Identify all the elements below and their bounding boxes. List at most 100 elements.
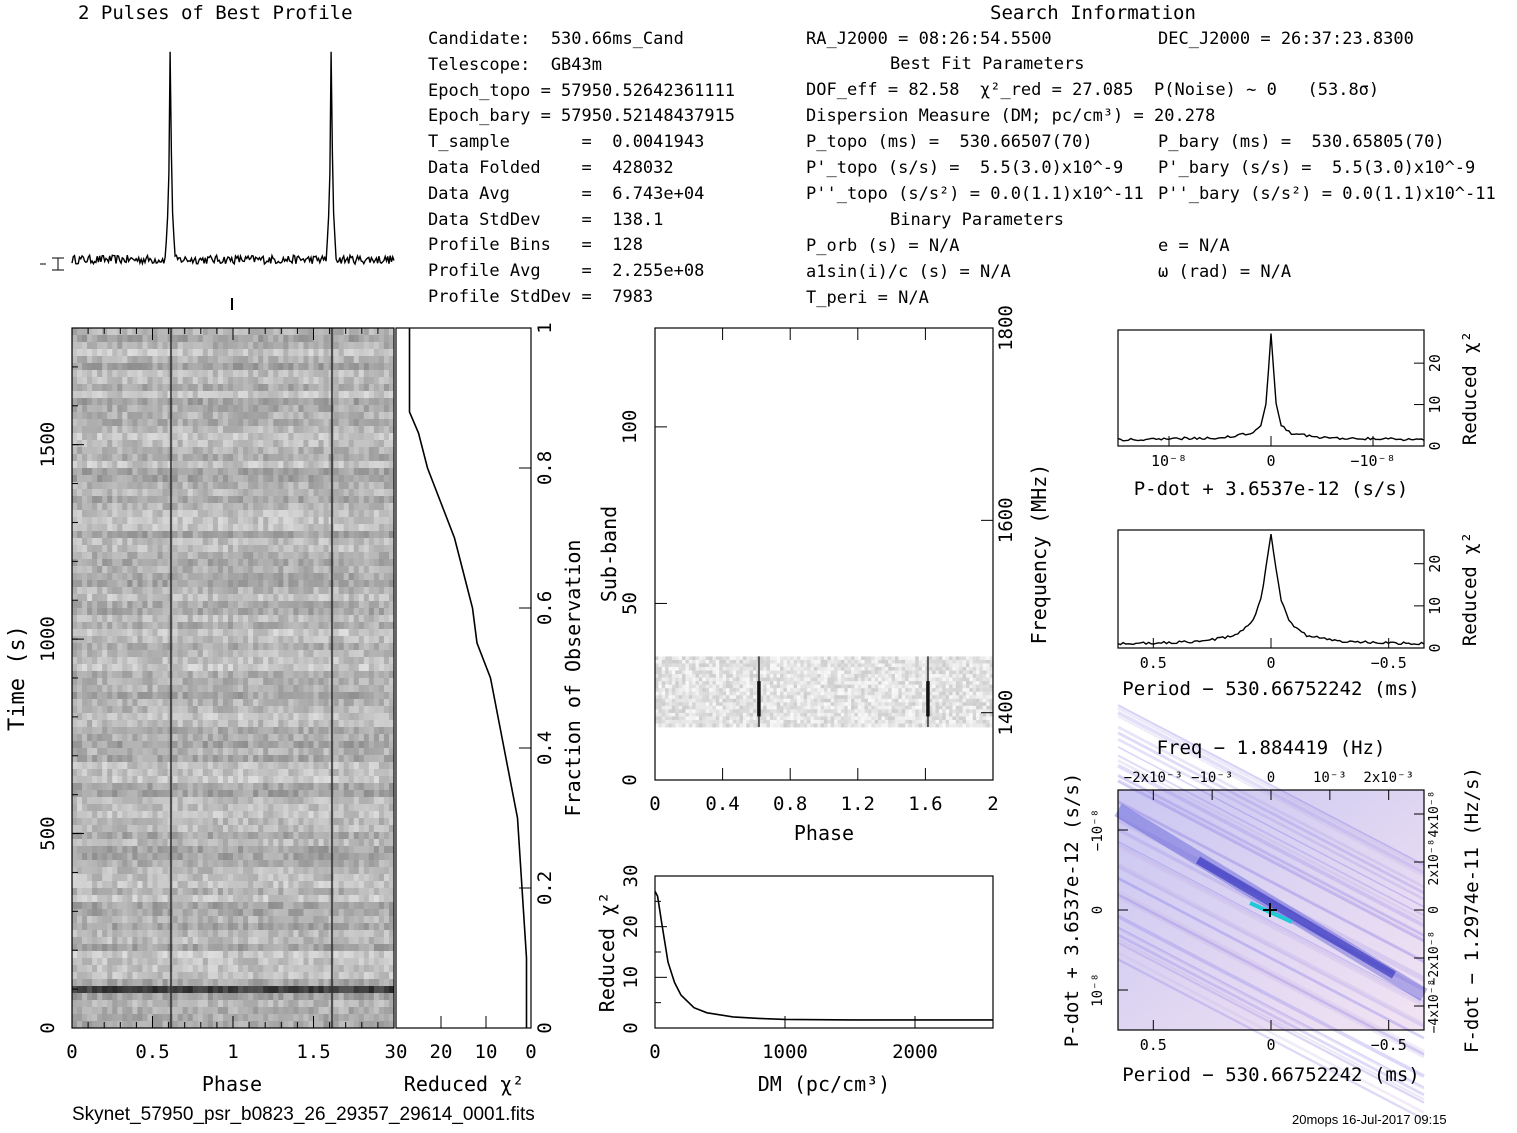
heat-cell: [217, 608, 224, 616]
heat-cell: [102, 335, 108, 343]
heat-cell: [278, 531, 284, 539]
heat-cell: [273, 426, 279, 434]
heat-cell: [112, 692, 118, 700]
heat-cell: [268, 839, 274, 847]
heat-cell: [77, 384, 83, 392]
heat-cell: [288, 482, 294, 490]
heat-cell: [127, 804, 133, 812]
heat-cell: [107, 608, 113, 616]
heat-cell: [273, 419, 279, 427]
heat-cell: [313, 846, 319, 854]
heat-cell: [363, 853, 370, 861]
heat-cell: [162, 489, 168, 497]
heat-cell: [323, 496, 329, 504]
heat-cell: [233, 755, 239, 763]
heat-cell: [388, 475, 395, 483]
heat-cell: [192, 328, 199, 336]
heat-cell: [363, 636, 370, 644]
heat-cell: [343, 356, 350, 364]
heat-cell: [77, 559, 83, 567]
heat-cell: [233, 510, 239, 518]
heat-cell: [177, 790, 184, 798]
heat-cell: [388, 517, 395, 525]
heat-cell: [207, 860, 214, 868]
heat-cell: [258, 664, 264, 672]
heat-cell: [107, 601, 113, 609]
heat-cell: [147, 783, 153, 791]
heat-cell: [132, 706, 138, 714]
heat-cell: [313, 713, 319, 721]
heat-cell: [72, 377, 78, 385]
heat-cell: [253, 860, 259, 868]
heat-cell: [197, 580, 204, 588]
heat-cell: [147, 489, 153, 497]
heat-cell: [112, 720, 118, 728]
heat-cell: [368, 853, 375, 861]
heat-cell: [212, 713, 219, 721]
heat-cell: [358, 825, 365, 833]
heat-cell: [92, 594, 98, 602]
heat-cell: [87, 377, 93, 385]
heat-cell: [373, 860, 380, 868]
heat-cell: [77, 825, 83, 833]
heat-cell: [318, 447, 324, 455]
heat-cell: [172, 538, 179, 546]
heat-cell: [263, 783, 269, 791]
heat-cell: [253, 685, 259, 693]
heat-cell: [253, 461, 259, 469]
heat-cell: [117, 503, 123, 511]
heat-cell: [243, 629, 249, 637]
heat-cell: [217, 356, 224, 364]
heat-cell: [97, 727, 103, 735]
heat-cell: [217, 776, 224, 784]
heat-cell: [172, 776, 179, 784]
heat-cell: [92, 398, 98, 406]
heat-cell: [77, 839, 83, 847]
heat-cell: [112, 384, 118, 392]
heat-cell: [378, 559, 385, 567]
heat-cell: [197, 363, 204, 371]
heat-cell: [92, 629, 98, 637]
heat-cell: [132, 384, 138, 392]
heat-cell: [293, 573, 299, 581]
heat-cell: [162, 356, 168, 364]
heat-cell: [227, 545, 234, 553]
heat-cell: [313, 377, 319, 385]
heat-cell: [187, 545, 194, 553]
heat-cell: [207, 846, 214, 854]
heat-cell: [288, 510, 294, 518]
heat-cell: [323, 783, 329, 791]
heat-cell: [187, 727, 194, 735]
heat-cell: [338, 559, 345, 567]
heat-cell: [338, 342, 345, 350]
heat-cell: [308, 734, 314, 742]
heat-cell: [323, 419, 329, 427]
heat-cell: [222, 559, 229, 567]
heat-cell: [363, 790, 370, 798]
heat-cell: [338, 657, 345, 665]
heat-cell: [87, 622, 93, 630]
heat-cell: [157, 699, 163, 707]
heat-cell: [383, 692, 390, 700]
heat-cell: [273, 622, 279, 630]
heat-cell: [202, 797, 209, 805]
heat-cell: [253, 342, 259, 350]
heat-cell: [87, 846, 93, 854]
heat-cell: [127, 384, 133, 392]
heat-cell: [303, 545, 309, 553]
heat-cell: [373, 433, 380, 441]
heat-cell: [82, 713, 88, 721]
heat-cell: [72, 720, 78, 728]
heat-cell: [243, 559, 249, 567]
heat-cell: [238, 545, 244, 553]
heat-cell: [217, 461, 224, 469]
heat-cell: [202, 664, 209, 672]
heat-cell: [157, 797, 163, 805]
heat-cell: [353, 671, 360, 679]
heat-cell: [187, 573, 194, 581]
heat-cell: [92, 377, 98, 385]
heat-cell: [132, 447, 138, 455]
heat-cell: [97, 671, 103, 679]
heat-cell: [192, 776, 199, 784]
heat-cell: [72, 853, 78, 861]
